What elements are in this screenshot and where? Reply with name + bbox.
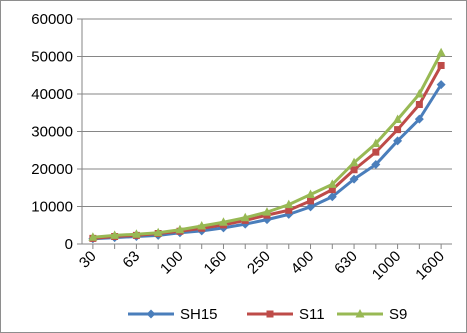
data-point — [393, 114, 403, 123]
data-point — [218, 217, 228, 226]
series-lines — [88, 47, 446, 244]
data-point — [349, 157, 359, 167]
data-point — [262, 207, 272, 216]
gridlines — [82, 18, 452, 207]
data-point — [131, 229, 141, 238]
series-s9 — [88, 47, 446, 241]
data-point — [110, 230, 120, 239]
data-point — [436, 80, 446, 90]
data-point — [436, 47, 446, 57]
legend-label: SH15 — [180, 306, 218, 323]
legend-item: S11 — [247, 306, 325, 323]
axes — [77, 18, 452, 249]
legend-swatch-marker — [355, 309, 365, 318]
data-point — [415, 101, 423, 108]
legend: SH15 S11 S9 — [128, 306, 407, 323]
data-point — [284, 199, 294, 209]
y-tick-label: 60000 — [31, 11, 73, 28]
legend-label: S9 — [389, 306, 407, 323]
data-point — [197, 221, 207, 230]
data-point — [240, 212, 250, 222]
data-point — [349, 174, 359, 184]
data-point — [414, 89, 424, 98]
data-point — [371, 160, 381, 169]
data-point — [175, 224, 185, 234]
data-point — [88, 232, 98, 241]
data-point — [327, 192, 337, 202]
legend-label: S11 — [299, 306, 325, 323]
y-tick-label: 10000 — [31, 199, 73, 216]
legend-swatch-marker — [146, 309, 156, 319]
legend-item: SH15 — [128, 306, 218, 323]
data-point — [414, 114, 424, 124]
legend-item: S9 — [337, 306, 407, 323]
data-point — [285, 206, 293, 214]
y-axis-tick-labels: 0 10000 20000 30000 40000 50000 60000 — [31, 11, 73, 253]
data-point — [153, 227, 163, 237]
legend-swatch-marker — [266, 310, 274, 318]
y-tick-label: 50000 — [31, 49, 73, 66]
data-point — [307, 197, 315, 205]
y-tick-label: 20000 — [31, 161, 73, 178]
data-point — [394, 126, 402, 134]
data-point — [372, 148, 380, 156]
y-tick-label: 40000 — [31, 86, 73, 103]
data-point — [328, 186, 336, 194]
data-point — [350, 166, 358, 174]
y-tick-label: 30000 — [31, 124, 73, 141]
data-point — [327, 179, 337, 188]
data-point — [306, 189, 316, 198]
data-point — [393, 136, 403, 146]
y-tick-label: 0 — [65, 236, 73, 253]
data-point — [306, 202, 316, 212]
data-point — [371, 138, 381, 147]
data-point — [437, 62, 445, 69]
